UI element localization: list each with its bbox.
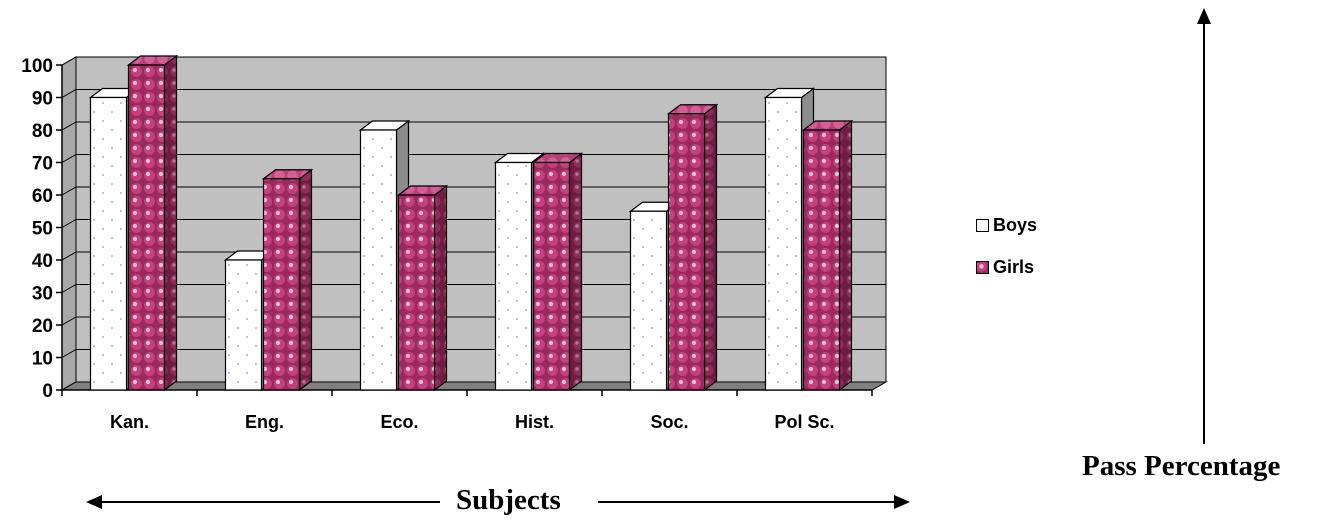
bar-front-face bbox=[802, 129, 841, 391]
bar-side-face bbox=[568, 152, 583, 392]
bar-front-face bbox=[532, 161, 571, 391]
grid-line bbox=[61, 251, 886, 261]
grid-line bbox=[61, 186, 886, 196]
plot-floor bbox=[60, 381, 888, 391]
grid-line bbox=[61, 316, 886, 326]
legend-item-girls: Girls bbox=[976, 254, 1037, 280]
x-tick-label: Eco. bbox=[380, 412, 418, 432]
bar-front-face bbox=[494, 161, 533, 391]
x-axis-title: Subjects bbox=[456, 484, 561, 516]
grid-line bbox=[61, 154, 886, 163]
bar-front-face bbox=[127, 64, 166, 391]
legend-item-boys: Boys bbox=[976, 212, 1037, 238]
grid-line bbox=[61, 89, 886, 98]
bar-front-face bbox=[397, 194, 436, 391]
x-tick-label: Kan. bbox=[110, 412, 149, 432]
legend-swatch-boys bbox=[976, 218, 989, 232]
bar-girls-2 bbox=[396, 184, 449, 392]
y-tick-label: 60 bbox=[32, 186, 53, 207]
y-arrow-head bbox=[1197, 8, 1211, 24]
bar-girls-1 bbox=[261, 168, 314, 392]
y-axis-title: Pass Percentage bbox=[1082, 450, 1281, 482]
grid-line bbox=[61, 219, 886, 228]
x-tick-label: Eng. bbox=[245, 412, 284, 432]
grid-lines bbox=[61, 56, 886, 391]
bar-girls-5 bbox=[801, 119, 854, 392]
grid-line bbox=[61, 284, 886, 293]
bar-side-face bbox=[433, 184, 448, 392]
legend-label-girls: Girls bbox=[993, 256, 1035, 277]
y-tick-label: 40 bbox=[32, 251, 53, 272]
bar-side-face bbox=[838, 119, 853, 392]
legend-label-boys: Boys bbox=[993, 214, 1038, 235]
bar-front-face bbox=[667, 113, 706, 391]
y-tick-label: 90 bbox=[32, 89, 53, 110]
bar-side-face bbox=[703, 103, 718, 392]
grid-line bbox=[61, 121, 886, 131]
x-arrow-right-head bbox=[894, 495, 910, 509]
y-tick-label: 20 bbox=[32, 316, 53, 337]
bar-front-face bbox=[262, 178, 301, 391]
bar-front-face bbox=[629, 210, 668, 391]
y-tick-label: 70 bbox=[32, 154, 53, 175]
x-tick-label: Pol Sc. bbox=[774, 412, 834, 432]
bar-side-face bbox=[163, 54, 178, 392]
x-tick-label: Soc. bbox=[650, 412, 688, 432]
legend: Boys Girls bbox=[976, 212, 1037, 296]
y-tick-label: 0 bbox=[42, 381, 53, 402]
legend-swatch-girls bbox=[976, 260, 989, 274]
grid-line bbox=[61, 56, 886, 66]
y-tick-label: 30 bbox=[32, 284, 53, 305]
bar-front-face bbox=[224, 259, 263, 391]
bar-girls-3 bbox=[531, 152, 584, 392]
x-arrow-left-head bbox=[86, 495, 102, 509]
y-tick-label: 10 bbox=[32, 349, 53, 370]
y-tick-label: 50 bbox=[32, 219, 53, 240]
x-tick-label: Hist. bbox=[515, 412, 554, 432]
y-tick-label: 80 bbox=[32, 121, 53, 142]
grid-line bbox=[61, 349, 886, 358]
bar-girls-4 bbox=[666, 103, 719, 392]
bar-front-face bbox=[764, 96, 803, 391]
bar-girls-0 bbox=[126, 54, 179, 392]
y-tick-label: 100 bbox=[21, 56, 53, 77]
bar-front-face bbox=[359, 129, 398, 391]
bar-side-face bbox=[298, 168, 313, 392]
bar-front-face bbox=[89, 96, 128, 391]
